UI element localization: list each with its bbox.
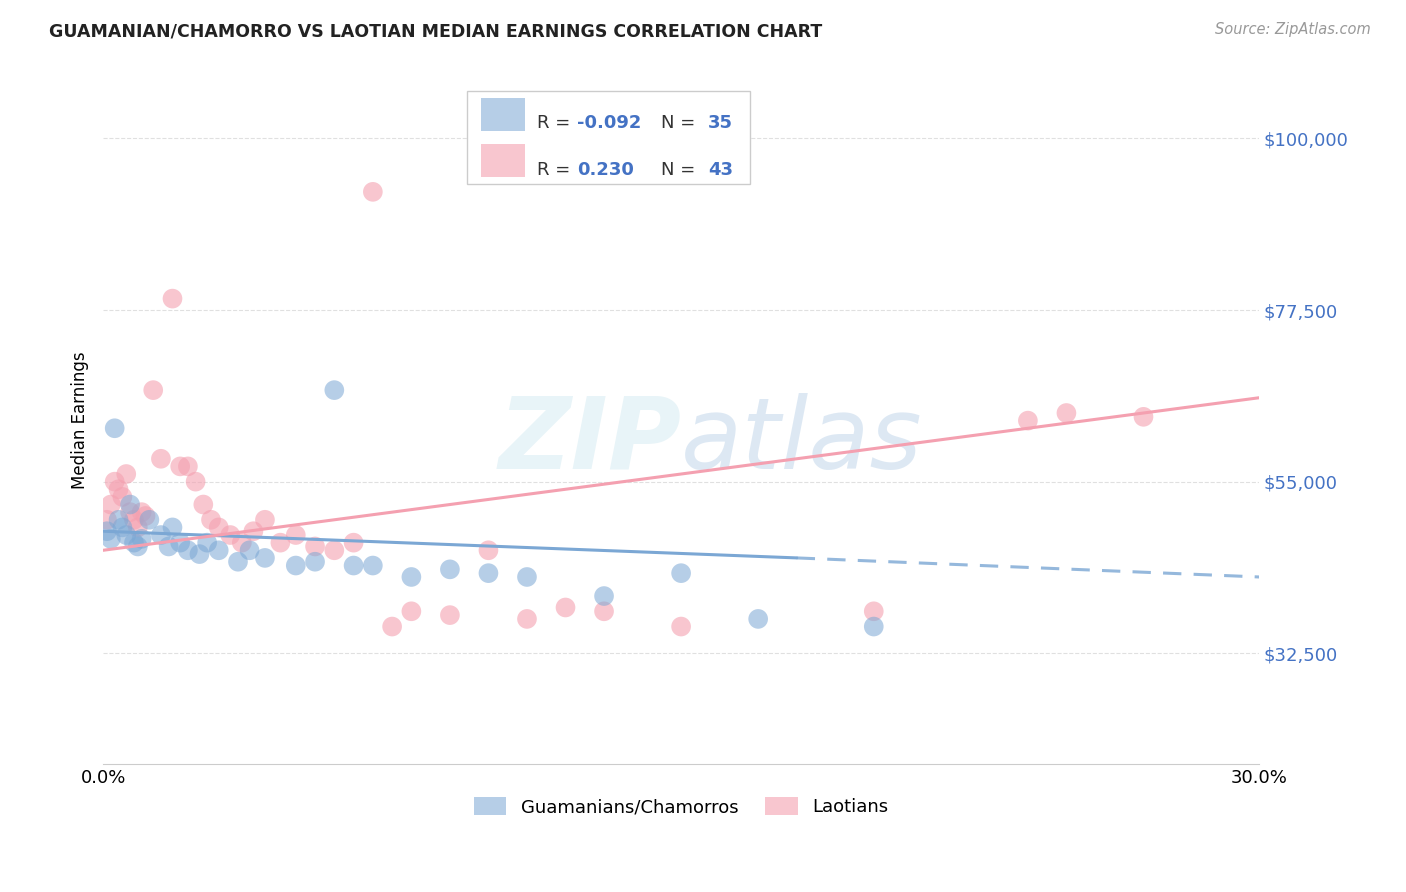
FancyBboxPatch shape (481, 145, 524, 178)
Point (131, 532, 153, 546)
Point (96, 524, 118, 539)
Point (342, 535, 364, 549)
Point (162, 520, 184, 534)
Point (516, 612, 538, 626)
Point (157, 540, 180, 554)
Text: 43: 43 (707, 161, 733, 178)
Text: GUAMANIAN/CHAMORRO VS LAOTIAN MEDIAN EARNINGS CORRELATION CHART: GUAMANIAN/CHAMORRO VS LAOTIAN MEDIAN EAR… (49, 22, 823, 40)
Point (104, 421, 127, 435)
Point (269, 535, 291, 549)
Point (253, 513, 276, 527)
Point (593, 604, 616, 618)
Point (162, 292, 184, 306)
Point (120, 505, 142, 519)
Point (1017, 414, 1039, 428)
Point (401, 604, 423, 618)
FancyBboxPatch shape (481, 98, 524, 131)
Text: atlas: atlas (681, 392, 922, 490)
Point (554, 600, 576, 615)
Point (169, 459, 191, 474)
Point (238, 543, 260, 558)
Point (401, 570, 423, 584)
Y-axis label: Median Earnings: Median Earnings (72, 351, 89, 490)
Point (184, 475, 207, 489)
Point (284, 528, 307, 542)
Point (516, 570, 538, 584)
Point (115, 528, 138, 542)
Point (593, 589, 616, 603)
Point (219, 528, 242, 542)
Point (231, 535, 253, 549)
Point (323, 543, 346, 558)
Text: -0.092: -0.092 (576, 114, 641, 132)
Point (304, 540, 326, 554)
Point (127, 520, 149, 534)
Point (131, 505, 153, 519)
Point (439, 608, 461, 623)
Point (111, 520, 134, 534)
Point (138, 513, 160, 527)
Point (177, 459, 200, 474)
Point (439, 562, 461, 576)
Point (669, 566, 692, 581)
Point (284, 558, 307, 573)
Point (122, 535, 145, 549)
Text: ZIP: ZIP (498, 392, 681, 490)
Text: 0.230: 0.230 (576, 161, 634, 178)
Text: N =: N = (661, 161, 702, 178)
Text: N =: N = (661, 114, 702, 132)
Text: Source: ZipAtlas.com: Source: ZipAtlas.com (1215, 22, 1371, 37)
Point (361, 185, 384, 199)
Point (208, 543, 231, 558)
Point (747, 612, 769, 626)
FancyBboxPatch shape (467, 91, 751, 184)
Point (115, 467, 138, 481)
Point (169, 535, 191, 549)
Point (862, 619, 884, 633)
Point (669, 619, 692, 633)
Point (104, 475, 127, 489)
Point (208, 520, 231, 534)
Point (477, 543, 499, 558)
Text: R =: R = (537, 161, 581, 178)
Point (195, 535, 218, 549)
Point (381, 619, 404, 633)
Point (100, 532, 122, 546)
Point (477, 566, 499, 581)
Point (111, 490, 134, 504)
Point (177, 543, 200, 558)
Point (862, 604, 884, 618)
Point (242, 524, 264, 539)
Point (149, 528, 172, 542)
Point (127, 540, 149, 554)
Point (323, 383, 346, 397)
Point (96, 513, 118, 527)
Point (149, 451, 172, 466)
Point (193, 498, 215, 512)
Point (100, 498, 122, 512)
Point (120, 498, 142, 512)
Point (200, 513, 222, 527)
Point (1132, 409, 1154, 424)
Point (188, 547, 211, 561)
Legend: Guamanians/Chamorros, Laotians: Guamanians/Chamorros, Laotians (467, 790, 896, 823)
Point (226, 555, 249, 569)
Point (253, 550, 276, 565)
Point (107, 513, 129, 527)
Point (1054, 406, 1077, 420)
Text: 35: 35 (707, 114, 733, 132)
Point (342, 558, 364, 573)
Text: R =: R = (537, 114, 575, 132)
Point (122, 513, 145, 527)
Point (134, 508, 156, 523)
Point (107, 483, 129, 497)
Point (304, 555, 326, 569)
Point (361, 558, 384, 573)
Point (142, 383, 165, 397)
